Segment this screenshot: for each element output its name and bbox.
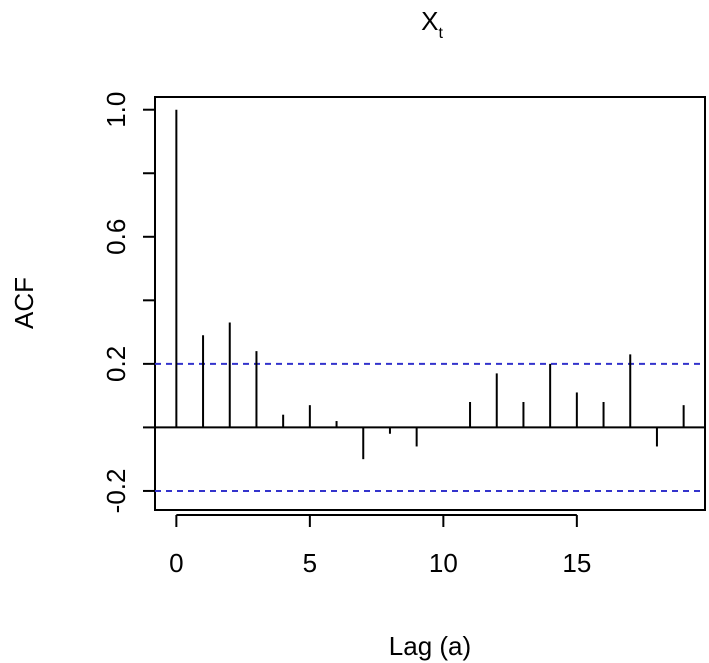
- chart-title: Xt: [421, 6, 443, 42]
- x-tick-label: 15: [562, 548, 591, 578]
- confidence-lines: [155, 362, 705, 492]
- y-axis-label: ACF: [9, 277, 39, 329]
- x-tick-label: 10: [429, 548, 458, 578]
- acf-bars: [175, 109, 685, 460]
- y-tick-label: 0.2: [101, 346, 131, 382]
- y-tick-label: 0.6: [101, 219, 131, 255]
- x-axis: 0 5 10 15: [169, 514, 591, 578]
- x-axis-label: Lag (a): [389, 631, 471, 661]
- y-tick-label: 1.0: [101, 92, 131, 128]
- x-tick-label: 5: [303, 548, 317, 578]
- chart-title-subscript: t: [438, 25, 443, 42]
- y-axis: -0.2 0.2 0.6 1.0: [101, 92, 155, 514]
- x-tick-label: 0: [169, 548, 183, 578]
- y-tick-label: -0.2: [101, 469, 131, 514]
- plot-frame: [154, 96, 706, 511]
